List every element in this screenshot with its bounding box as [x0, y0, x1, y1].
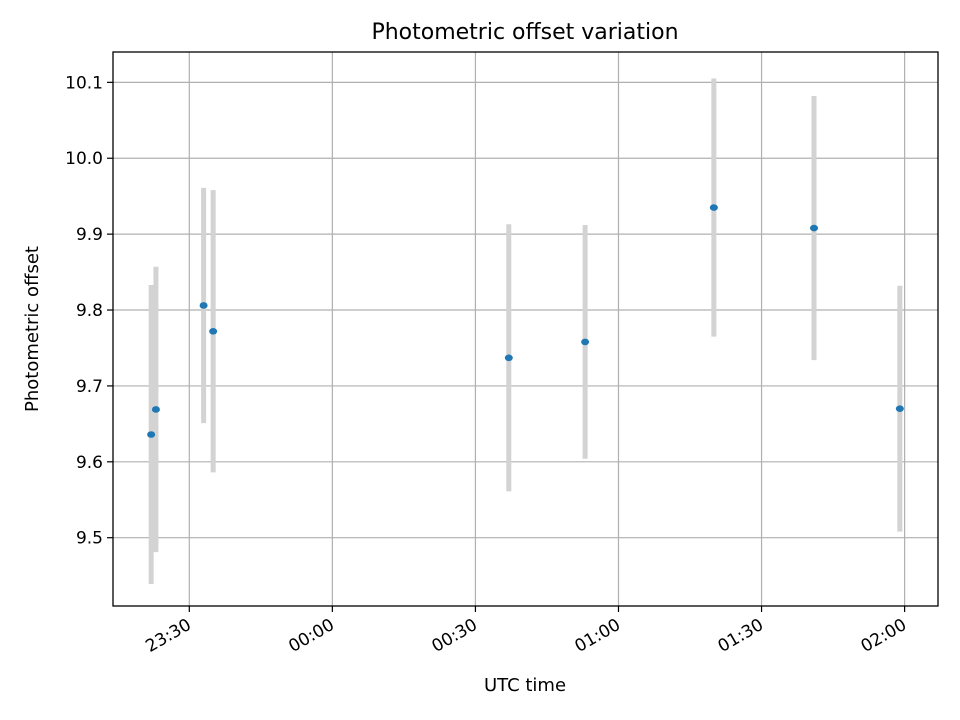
data-point [810, 224, 819, 232]
y-tick-label: 9.8 [76, 301, 103, 321]
data-point [147, 431, 156, 438]
data-point [199, 302, 208, 309]
grid [113, 52, 938, 606]
chart-title: Photometric offset variation [371, 20, 678, 45]
plot-frame [112, 51, 939, 607]
y-tick-label: 9.5 [76, 529, 103, 549]
y-tick-label: 10.1 [65, 73, 103, 93]
data-point [151, 406, 160, 413]
data-markers [147, 204, 904, 438]
y-axis-ticks: 9.5 9.6 9.7 9.8 9.9 10.0 10.1 [65, 73, 113, 549]
data-point [709, 204, 718, 211]
x-axis-label: UTC time [484, 675, 566, 696]
y-axis-label: Photometric offset [22, 246, 43, 412]
y-tick-label: 9.7 [76, 377, 103, 397]
data-point [209, 327, 218, 335]
data-point [581, 338, 590, 346]
y-tick-label: 10.0 [65, 149, 103, 169]
y-tick-label: 9.9 [76, 225, 103, 245]
data-point [504, 354, 513, 362]
y-tick-label: 9.6 [76, 453, 103, 473]
data-point [895, 405, 904, 412]
